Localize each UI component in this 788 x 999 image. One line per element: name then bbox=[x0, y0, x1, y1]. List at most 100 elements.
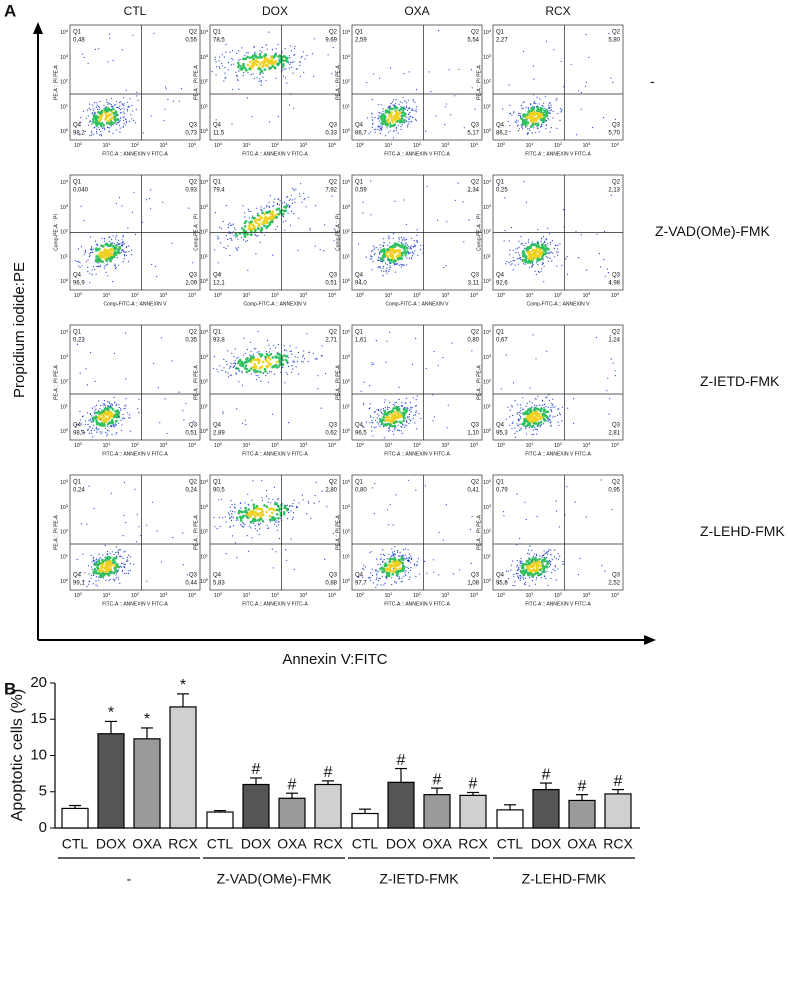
event-dot bbox=[374, 249, 375, 250]
event-dot bbox=[86, 524, 87, 525]
event-dot bbox=[517, 576, 518, 577]
tick-exp: 1 bbox=[531, 141, 534, 146]
event-dot bbox=[137, 514, 138, 515]
event-dot bbox=[405, 403, 406, 404]
event-dot bbox=[406, 398, 407, 399]
event-dot bbox=[278, 360, 281, 363]
event-dot bbox=[383, 117, 386, 120]
event-dot bbox=[410, 407, 411, 408]
tick-exp: 0 bbox=[80, 291, 83, 296]
event-dot bbox=[98, 580, 99, 581]
plot-frame bbox=[210, 325, 340, 440]
event-dot bbox=[126, 573, 127, 574]
event-dot bbox=[514, 260, 515, 261]
event-dot bbox=[237, 79, 238, 80]
quadrant-value: 86,2 bbox=[496, 131, 508, 137]
event-dot bbox=[182, 410, 183, 411]
event-dot bbox=[401, 405, 402, 406]
event-dot bbox=[167, 99, 168, 100]
event-dot bbox=[127, 227, 128, 228]
event-dot bbox=[238, 512, 241, 515]
bar bbox=[170, 707, 196, 828]
event-dot bbox=[389, 402, 390, 403]
event-dot bbox=[101, 122, 104, 125]
quadrant-value: 95,8 bbox=[496, 581, 508, 587]
event-dot bbox=[533, 556, 534, 557]
event-dot bbox=[519, 415, 520, 416]
event-dot bbox=[111, 426, 112, 427]
event-dot bbox=[113, 426, 114, 427]
event-dot bbox=[525, 264, 526, 265]
event-dot bbox=[543, 122, 544, 123]
event-dot bbox=[383, 570, 386, 573]
event-dot bbox=[112, 405, 113, 406]
event-dot bbox=[130, 431, 131, 432]
x-tick-label: DOX bbox=[241, 836, 272, 852]
event-dot bbox=[388, 524, 389, 525]
tick-exp: 1 bbox=[531, 441, 534, 446]
event-dot bbox=[119, 132, 120, 133]
event-dot bbox=[127, 109, 128, 110]
event-dot bbox=[404, 407, 405, 408]
event-dot bbox=[542, 564, 545, 567]
event-dot bbox=[399, 567, 402, 570]
event-dot bbox=[282, 202, 283, 203]
x-tick-label: 103 bbox=[300, 591, 309, 599]
event-dot bbox=[237, 250, 238, 251]
event-dot bbox=[438, 30, 439, 31]
event-dot bbox=[258, 351, 259, 352]
x-tick-label: 101 bbox=[243, 591, 252, 599]
event-dot bbox=[249, 516, 252, 519]
event-dot bbox=[527, 403, 528, 404]
quadrant-name: Q3 bbox=[329, 273, 338, 279]
event-dot bbox=[411, 558, 412, 559]
event-dot bbox=[111, 573, 112, 574]
event-dot bbox=[101, 110, 104, 113]
tick-exp: 1 bbox=[390, 441, 393, 446]
event-dot bbox=[450, 114, 451, 115]
event-dot bbox=[116, 124, 117, 125]
event-dot bbox=[161, 337, 162, 338]
event-dot bbox=[408, 123, 409, 124]
x-tick-label: 101 bbox=[385, 291, 394, 299]
event-dot bbox=[412, 251, 413, 252]
event-dot bbox=[554, 416, 555, 417]
event-dot bbox=[375, 570, 376, 571]
event-dot bbox=[274, 487, 275, 488]
event-dot bbox=[547, 228, 548, 229]
event-dot bbox=[156, 276, 157, 277]
event-dot bbox=[525, 107, 526, 108]
event-dot bbox=[561, 110, 562, 111]
event-dot bbox=[402, 555, 403, 556]
event-dot bbox=[297, 250, 298, 251]
event-dot bbox=[402, 102, 403, 103]
event-dot bbox=[115, 420, 118, 423]
event-dot bbox=[380, 578, 381, 579]
y-tick-label: 103 bbox=[483, 203, 492, 211]
event-dot bbox=[536, 561, 539, 564]
event-dot bbox=[100, 431, 101, 432]
event-dot bbox=[282, 63, 285, 66]
event-dot bbox=[386, 271, 387, 272]
event-dot bbox=[539, 103, 540, 104]
event-dot bbox=[109, 580, 110, 581]
event-dot bbox=[289, 67, 290, 68]
event-dot bbox=[432, 420, 433, 421]
event-dot bbox=[259, 524, 260, 525]
event-dot bbox=[374, 253, 375, 254]
event-dot bbox=[539, 258, 542, 261]
event-dot bbox=[247, 535, 248, 536]
event-dot bbox=[373, 261, 374, 262]
event-dot bbox=[278, 506, 279, 507]
event-dot bbox=[118, 411, 121, 414]
event-dot bbox=[153, 33, 154, 34]
quadrant-name: Q3 bbox=[329, 123, 338, 129]
event-dot bbox=[243, 510, 246, 513]
event-dot bbox=[235, 72, 236, 73]
event-dot bbox=[92, 408, 93, 409]
tick-exp: 1 bbox=[66, 102, 69, 107]
event-dot bbox=[231, 516, 232, 517]
event-dot bbox=[305, 206, 306, 207]
quadrant-name: Q2 bbox=[189, 30, 198, 36]
event-dot bbox=[396, 120, 399, 123]
